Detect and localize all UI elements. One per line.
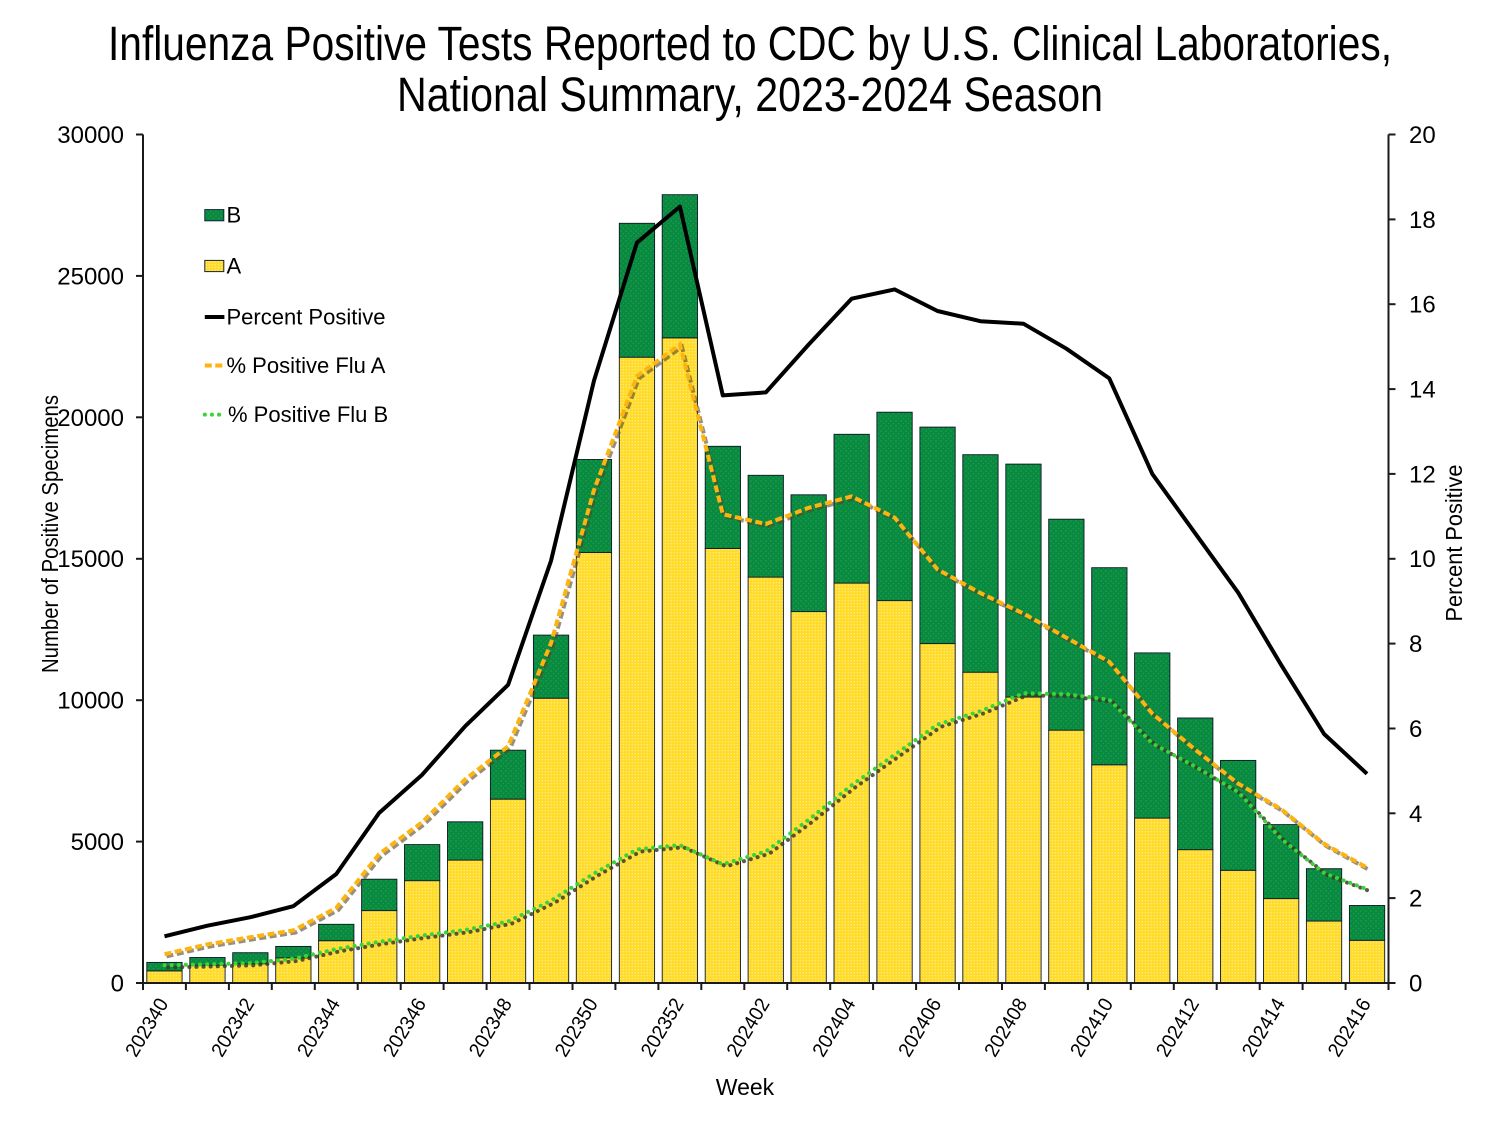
svg-text:Influenza Positive Tests Repor: Influenza Positive Tests Reported to CDC…	[108, 18, 1392, 71]
svg-text:% Positive Flu B: % Positive Flu B	[228, 402, 388, 427]
svg-text:A: A	[227, 254, 242, 279]
svg-text:30000: 30000	[57, 122, 124, 149]
svg-text:8: 8	[1409, 631, 1422, 658]
svg-text:20000: 20000	[57, 405, 124, 432]
svg-text:14: 14	[1409, 377, 1436, 404]
svg-text:10000: 10000	[57, 688, 124, 715]
svg-text:25000: 25000	[57, 263, 124, 290]
svg-text:B: B	[227, 203, 242, 228]
svg-text:Percent Positive: Percent Positive	[227, 305, 386, 330]
svg-text:Week: Week	[716, 1074, 775, 1100]
svg-text:18: 18	[1409, 207, 1436, 234]
svg-text:2: 2	[1409, 886, 1422, 913]
svg-text:6: 6	[1409, 716, 1422, 743]
svg-text:4: 4	[1409, 801, 1422, 828]
svg-text:% Positive Flu A: % Positive Flu A	[227, 353, 386, 378]
svg-text:5000: 5000	[71, 829, 124, 856]
svg-text:National Summary, 2023-2024 Se: National Summary, 2023-2024 Season	[397, 69, 1103, 122]
svg-text:15000: 15000	[57, 546, 124, 573]
svg-text:Percent Positive: Percent Positive	[1441, 465, 1467, 622]
svg-text:20: 20	[1409, 122, 1436, 149]
svg-text:16: 16	[1409, 292, 1436, 319]
svg-text:10: 10	[1409, 546, 1436, 573]
svg-text:12: 12	[1409, 461, 1436, 488]
svg-text:Number of Positive Specimens: Number of Positive Specimens	[37, 395, 63, 673]
svg-text:0: 0	[111, 971, 124, 998]
svg-text:0: 0	[1409, 971, 1422, 998]
